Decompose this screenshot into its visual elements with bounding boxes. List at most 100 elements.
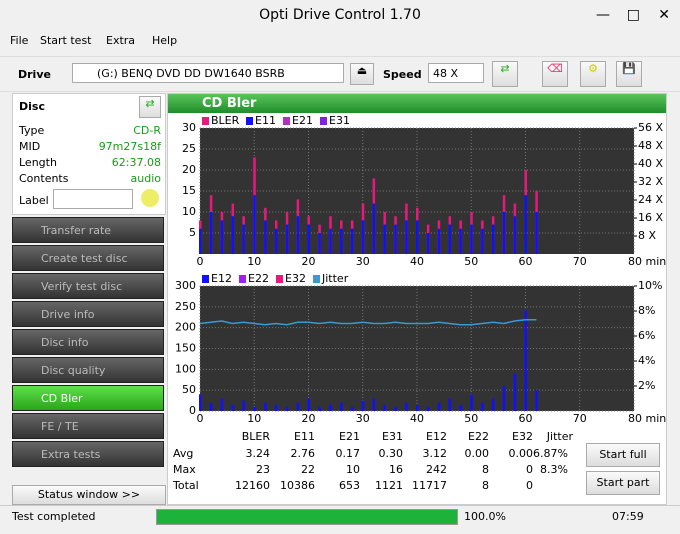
bar: [242, 224, 245, 254]
bar: [416, 220, 419, 254]
bar: [394, 406, 397, 411]
stats-cell: 23: [256, 463, 270, 476]
bar: [448, 398, 452, 411]
action-button[interactable]: Start part: [586, 471, 660, 495]
legend-label: E32: [285, 272, 306, 285]
drive-select[interactable]: (G:) BENQ DVD DD DW1640 BSRB: [72, 63, 344, 83]
menu-item[interactable]: Start test: [40, 34, 92, 47]
nav-button[interactable]: Transfer rate: [12, 217, 164, 243]
bar: [307, 224, 310, 254]
nav-button[interactable]: FE / TE: [12, 413, 164, 439]
nav-button[interactable]: Disc info: [12, 329, 164, 355]
bar: [383, 224, 386, 254]
x-tick-label: 40: [410, 255, 424, 268]
stats-cell: 6.87%: [533, 447, 568, 460]
label-input[interactable]: [53, 189, 133, 209]
stats-cell: 3.12: [422, 447, 448, 460]
legend-label: E22: [248, 272, 269, 285]
nav-button[interactable]: Extra tests: [12, 441, 164, 467]
time-text: 07:59: [612, 510, 644, 523]
label-button[interactable]: [141, 189, 159, 207]
status-bar: Test completed 100.0% 07:59: [0, 505, 680, 534]
legend-label: E12: [211, 272, 232, 285]
bar: [470, 394, 473, 411]
y-tick-label: 200: [175, 321, 196, 334]
progress-text: 100.0%: [464, 510, 506, 523]
nav-button[interactable]: Create test disc: [12, 245, 164, 271]
stats-cell: 0: [526, 479, 533, 492]
speed-select[interactable]: 48 X: [428, 63, 484, 83]
y2-tick-label: 56 X: [638, 121, 663, 134]
field-value: 62:37.08: [111, 156, 161, 169]
legend-label: E11: [255, 114, 276, 127]
bar: [437, 228, 441, 254]
bar: [318, 233, 321, 254]
bar: [426, 233, 430, 254]
legend-label: E21: [292, 114, 313, 127]
stats-cell: 12160: [235, 479, 270, 492]
maximize[interactable]: □: [626, 7, 640, 23]
x-tick-label: 60: [519, 412, 533, 425]
drive-value: (G:) BENQ DVD DD DW1640 BSRB: [97, 67, 285, 80]
legend-swatch: [246, 117, 253, 125]
field-name: Length: [19, 156, 57, 169]
eject-button[interactable]: ⏏: [350, 63, 374, 85]
close[interactable]: ✕: [658, 7, 670, 23]
refresh-button[interactable]: ⇄: [492, 61, 518, 87]
disc-refresh[interactable]: ⇄: [139, 96, 161, 118]
status-window-button[interactable]: Status window >>: [12, 485, 166, 505]
bar: [394, 224, 397, 254]
stats-header: E11: [294, 430, 315, 443]
stats-cell: 0.00: [508, 447, 534, 460]
stats-cell: 8: [482, 463, 489, 476]
menu-item[interactable]: Extra: [106, 34, 136, 47]
nav-button[interactable]: Verify test disc: [12, 273, 164, 299]
bar: [470, 224, 473, 254]
bar: [350, 228, 354, 254]
field-name: Contents: [19, 172, 69, 185]
x-tick-label: 10: [247, 255, 261, 268]
legend-swatch: [202, 275, 209, 283]
menu-item[interactable]: Help: [152, 34, 178, 47]
bar: [513, 373, 517, 411]
y-tick-label: 15: [182, 184, 196, 197]
nav-button[interactable]: Drive info: [12, 301, 164, 327]
bar: [491, 398, 495, 411]
disc-title: Disc: [19, 100, 45, 113]
bar: [405, 402, 408, 411]
bar: [242, 400, 245, 411]
bar: [253, 406, 256, 411]
panel-header: CD Bler: [168, 94, 666, 113]
x-tick-label: 70: [573, 255, 587, 268]
legend-swatch: [239, 275, 246, 283]
bar: [405, 220, 408, 254]
bar: [231, 404, 235, 411]
action-button[interactable]: Start full: [586, 443, 660, 467]
legend-label: Jitter: [321, 272, 349, 285]
settings-button[interactable]: ⚙: [580, 61, 606, 87]
y2-tick-label: 6%: [638, 329, 655, 342]
legend-swatch: [313, 275, 320, 283]
y2-tick-label: 16 X: [638, 211, 663, 224]
save-button[interactable]: 💾: [616, 61, 642, 87]
minimize[interactable]: —: [596, 7, 610, 23]
erase-button[interactable]: ⌫: [542, 61, 568, 87]
bar: [274, 404, 278, 411]
bar: [372, 203, 376, 254]
x-tick-label: 80 min: [628, 412, 666, 425]
x-tick-label: 10: [247, 412, 261, 425]
nav-button[interactable]: Disc quality: [12, 357, 164, 383]
stats-cell: 3.24: [245, 447, 271, 460]
label-caption: Label: [19, 194, 49, 207]
nav-button[interactable]: CD Bler: [12, 385, 164, 411]
bar: [264, 220, 267, 254]
field-name: Type: [19, 124, 45, 137]
stats-cell: 8.3%: [540, 463, 568, 476]
y-tick-label: 150: [175, 342, 196, 355]
y-tick-label: 300: [175, 279, 196, 292]
menu-item[interactable]: File: [10, 34, 29, 47]
jitter-line: [199, 319, 537, 326]
stats-cell: 10386: [280, 479, 315, 492]
